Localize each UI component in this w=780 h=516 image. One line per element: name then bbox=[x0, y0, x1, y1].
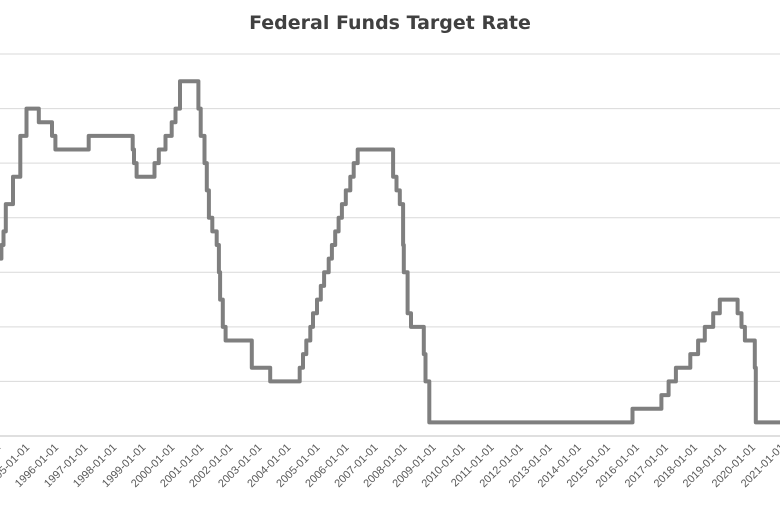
series-layer bbox=[0, 79, 780, 425]
series-line bbox=[0, 79, 780, 425]
gridlines bbox=[0, 53, 780, 437]
chart-title: Federal Funds Target Rate bbox=[249, 12, 531, 34]
x-tick-labels: 1994-01-011995-01-011996-01-011997-01-01… bbox=[0, 442, 780, 490]
